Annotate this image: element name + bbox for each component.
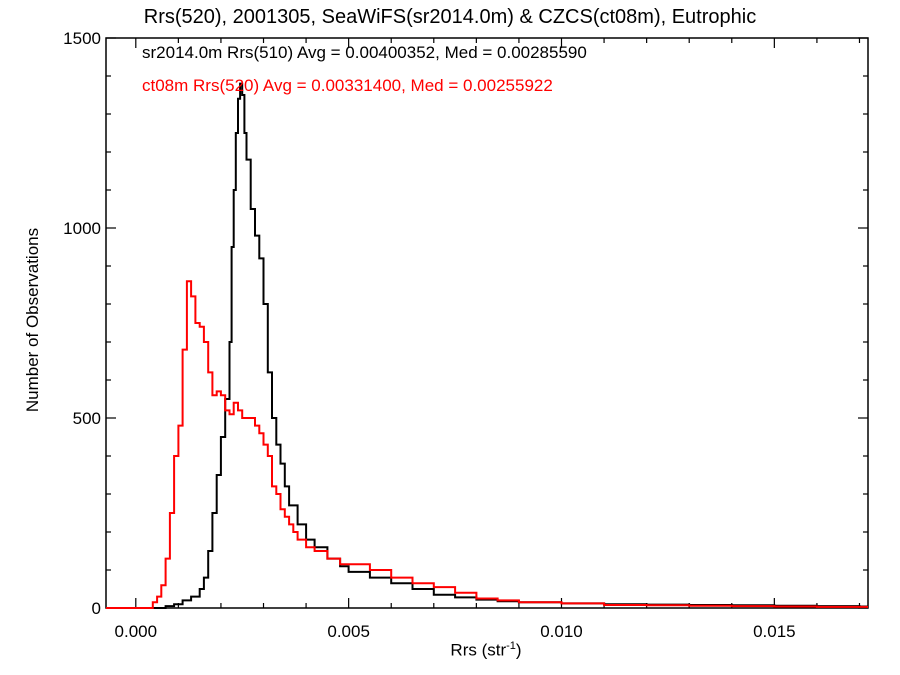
axis-ticks [106, 37, 868, 609]
x-axis-label-close: ) [515, 640, 522, 660]
y-axis-label: Number of Observations [23, 227, 42, 413]
x-axis-label-text: Rrs (str [450, 640, 507, 660]
x-tick-label: 0.000 [115, 622, 158, 641]
plot-frame [105, 37, 869, 609]
y-tick-label: 500 [73, 409, 101, 428]
y-tick-label: 0 [92, 599, 101, 618]
y-tick-label: 1000 [63, 219, 101, 238]
legend-entry-black-series: sr2014.0m Rrs(510) Avg = 0.00400352, Med… [142, 43, 587, 62]
legend-entry-red-series: ct08m Rrs(520) Avg = 0.00331400, Med = 0… [142, 76, 553, 95]
x-axis-label-superscript: -1 [506, 640, 516, 652]
series-layer [106, 82, 868, 609]
x-tick-label: 0.010 [540, 622, 583, 641]
series-ct08m-histogram [106, 280, 868, 609]
y-tick-label: 1500 [63, 29, 101, 48]
x-tick-label: 0.005 [327, 622, 370, 641]
axis-tick-labels: 0.000 0.005 0.010 0.015 0 500 1000 1500 [63, 29, 795, 641]
chart-title: Rrs(520), 2001305, SeaWiFS(sr2014.0m) & … [143, 6, 757, 28]
x-tick-label: 0.015 [753, 622, 796, 641]
series-sr2014-histogram [106, 82, 868, 609]
x-axis-label: Rrs (str-1) [450, 640, 521, 661]
